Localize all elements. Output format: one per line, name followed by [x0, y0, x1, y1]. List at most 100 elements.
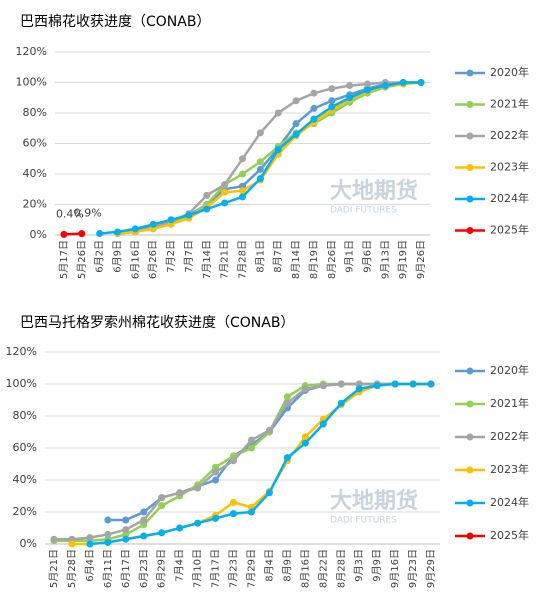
marker: [256, 158, 264, 166]
x-tick-label: 6月9日: [112, 240, 124, 273]
legend-marker: [466, 101, 474, 108]
x-tick-label: 5月28日: [66, 549, 78, 588]
watermark: DADI FUTURES: [330, 206, 397, 216]
marker: [328, 85, 336, 93]
x-tick-label: 5月17日: [58, 240, 70, 279]
marker: [337, 380, 345, 388]
marker: [319, 420, 327, 428]
x-tick-label: 6月29日: [156, 549, 168, 588]
marker: [212, 514, 220, 522]
x-tick-label: 7月29日: [245, 549, 257, 588]
marker: [221, 188, 229, 196]
watermark: DADI FUTURES: [330, 516, 397, 526]
marker: [194, 484, 202, 492]
marker: [373, 382, 381, 390]
marker: [355, 385, 363, 393]
y-tick-label: 0%: [30, 228, 47, 241]
chart: 巴西棉花收获进度（CONAB） 大地期货 DADI FUTURES 0% 20% 40% 6…: [16, 13, 529, 279]
x-tick-label: 9月13日: [379, 240, 391, 279]
marker: [140, 508, 148, 516]
marker: [265, 426, 273, 434]
legend-label: 2020年: [490, 65, 529, 79]
legend-label: 2023年: [490, 160, 529, 174]
legend-label: 2020年: [490, 363, 529, 377]
marker: [319, 382, 327, 390]
marker: [96, 229, 104, 237]
y-tick-label: 20%: [13, 505, 37, 518]
x-tick-label: 9月1日: [344, 240, 356, 273]
marker: [114, 228, 121, 236]
legend-marker: [466, 367, 474, 375]
x-tick-label: 9月29日: [425, 549, 437, 588]
y-tick-label: 60%: [13, 441, 37, 454]
x-tick-label: 6月23日: [138, 549, 150, 588]
legend-marker: [466, 499, 474, 507]
data-label: 0.9%: [74, 207, 102, 220]
y-tick-label: 40%: [13, 473, 37, 486]
marker: [176, 524, 184, 532]
marker: [230, 498, 238, 506]
x-tick-label: 8月1日: [254, 240, 266, 273]
x-tick-label: 7月2日: [165, 240, 177, 273]
x-tick-label: 9月6日: [362, 240, 374, 273]
legend-marker: [466, 466, 474, 474]
marker: [328, 103, 336, 111]
marker: [292, 130, 300, 138]
x-tick-label: 7月23日: [228, 549, 240, 588]
marker: [283, 399, 291, 407]
legend-label: 2021年: [490, 396, 529, 410]
y-tick-label: 40%: [23, 167, 47, 180]
marker: [158, 502, 166, 510]
marker: [364, 80, 371, 88]
legend-label: 2022年: [490, 429, 529, 443]
legend-label: 2024年: [490, 191, 529, 205]
y-tick-label: 80%: [13, 409, 37, 422]
x-tick-label: 7月14日: [201, 240, 213, 279]
x-tick-label: 8月14日: [290, 240, 302, 279]
marker: [274, 146, 282, 154]
x-tick-label: 7月4日: [174, 549, 186, 582]
marker: [247, 508, 255, 516]
y-tick-label: 0%: [20, 537, 37, 550]
marker: [131, 225, 139, 233]
marker: [212, 463, 220, 471]
x-tick-label: 8月16日: [299, 549, 311, 588]
marker: [176, 489, 184, 497]
legend-marker: [466, 532, 474, 540]
marker: [417, 79, 425, 86]
x-tick-label: 8月7日: [272, 240, 284, 273]
x-tick-label: 8月9日: [281, 549, 293, 582]
marker: [292, 120, 300, 128]
marker: [346, 94, 354, 102]
marker: [346, 82, 354, 90]
x-tick-label: 6月11日: [102, 549, 114, 588]
marker: [301, 439, 309, 447]
marker: [239, 187, 246, 195]
x-tick-label: 8月4日: [263, 549, 275, 582]
y-tick-label: 20%: [23, 198, 47, 211]
legend-marker: [466, 400, 474, 408]
x-tick-label: 6月16日: [129, 240, 141, 279]
marker: [274, 109, 282, 117]
marker: [283, 454, 291, 462]
marker: [283, 393, 291, 401]
x-tick-label: 8月28日: [335, 549, 347, 588]
marker: [122, 530, 130, 538]
marker: [122, 526, 130, 534]
marker: [391, 380, 399, 388]
marker: [247, 436, 255, 444]
marker: [364, 86, 371, 94]
marker: [140, 532, 148, 540]
legend-label: 2022年: [490, 128, 529, 142]
y-tick-label: 100%: [16, 76, 47, 89]
marker: [122, 516, 130, 524]
marker: [337, 399, 345, 407]
x-tick-label: 7月28日: [237, 240, 249, 279]
marker: [310, 115, 318, 123]
marker: [239, 193, 246, 201]
marker: [256, 175, 264, 183]
marker: [104, 516, 112, 524]
x-tick-label: 6月2日: [94, 240, 106, 273]
marker: [310, 104, 318, 112]
